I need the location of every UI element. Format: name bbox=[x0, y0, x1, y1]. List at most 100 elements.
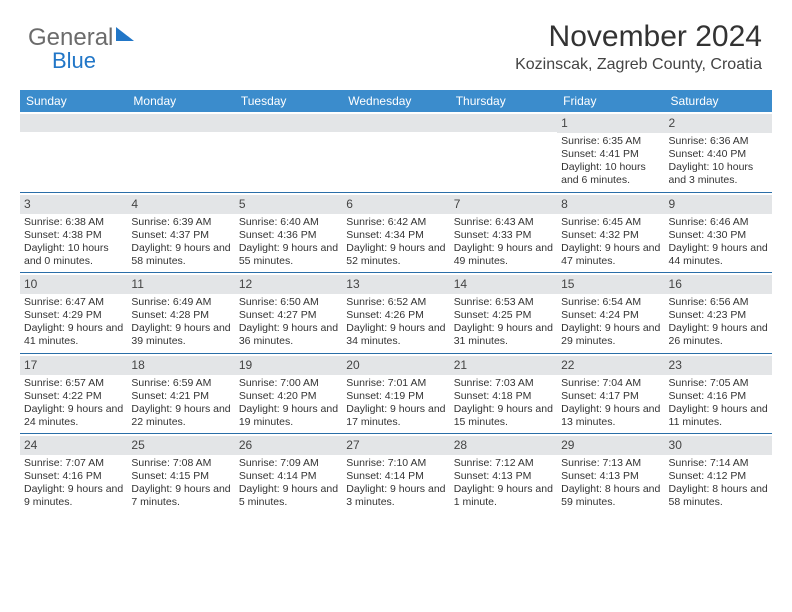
day-cell: 6Sunrise: 6:42 AMSunset: 4:34 PMDaylight… bbox=[342, 193, 449, 273]
day-number: 7 bbox=[450, 195, 557, 214]
daylight: Daylight: 9 hours and 11 minutes. bbox=[669, 403, 768, 429]
day-number: 8 bbox=[557, 195, 664, 214]
day-number: 5 bbox=[235, 195, 342, 214]
day-cell: 17 Sunrise: 6:57 AMSunset: 4:22 PMDayligh… bbox=[20, 354, 127, 434]
daylight: Daylight: 9 hours and 5 minutes. bbox=[239, 483, 338, 509]
day-cell: 21Sunrise: 7:03 AMSunset: 4:18 PMDayligh… bbox=[450, 354, 557, 434]
daylight: Daylight: 9 hours and 17 minutes. bbox=[346, 403, 445, 429]
title-block: November 2024 Kozinscak, Zagreb County, … bbox=[515, 20, 762, 74]
day-cell bbox=[20, 112, 127, 192]
sunrise: Sunrise: 6:38 AM bbox=[24, 216, 123, 229]
week-row: 3Sunrise: 6:38 AMSunset: 4:38 PMDaylight… bbox=[20, 192, 772, 273]
day-number: 19 bbox=[235, 356, 342, 375]
daylight: Daylight: 10 hours and 3 minutes. bbox=[669, 161, 768, 187]
day-body: Sunrise: 7:05 AMSunset: 4:16 PMDaylight:… bbox=[669, 377, 768, 430]
sunrise: Sunrise: 6:40 AM bbox=[239, 216, 338, 229]
daylight: Daylight: 9 hours and 7 minutes. bbox=[131, 483, 230, 509]
daylight: Daylight: 9 hours and 9 minutes. bbox=[24, 483, 123, 509]
sunrise: Sunrise: 7:01 AM bbox=[346, 377, 445, 390]
day-body: Sunrise: 6:50 AMSunset: 4:27 PMDaylight:… bbox=[239, 296, 338, 349]
day-number: 20 bbox=[342, 356, 449, 375]
daylight: Daylight: 9 hours and 24 minutes. bbox=[24, 403, 123, 429]
daylight: Daylight: 9 hours and 34 minutes. bbox=[346, 322, 445, 348]
sunset: Sunset: 4:19 PM bbox=[346, 390, 445, 403]
sunset: Sunset: 4:36 PM bbox=[239, 229, 338, 242]
day-cell: 19 Sunrise: 7:00 AMSunset: 4:20 PMDayligh… bbox=[235, 354, 342, 434]
day-of-week-header: SundayMondayTuesdayWednesdayThursdayFrid… bbox=[20, 90, 772, 112]
week-row: 1Sunrise: 6:35 AMSunset: 4:41 PMDaylight… bbox=[20, 112, 772, 192]
day-body: Sunrise: 6:57 AMSunset: 4:22 PMDaylight:… bbox=[24, 377, 123, 430]
day-number: 12 bbox=[235, 275, 342, 294]
day-cell: 20 Sunrise: 7:01 AMSunset: 4:19 PMDayligh… bbox=[342, 354, 449, 434]
day-number: 11 bbox=[127, 275, 234, 294]
day-body: Sunrise: 6:43 AMSunset: 4:33 PMDaylight:… bbox=[454, 216, 553, 269]
sunset: Sunset: 4:21 PM bbox=[131, 390, 230, 403]
week-row: 17 Sunrise: 6:57 AMSunset: 4:22 PMDayligh… bbox=[20, 353, 772, 434]
day-body: Sunrise: 7:07 AMSunset: 4:16 PMDaylight:… bbox=[24, 457, 123, 510]
daylight: Daylight: 9 hours and 31 minutes. bbox=[454, 322, 553, 348]
day-number bbox=[235, 114, 342, 132]
sunrise: Sunrise: 6:36 AM bbox=[669, 135, 768, 148]
day-number: 18 bbox=[127, 356, 234, 375]
day-body: Sunrise: 6:53 AMSunset: 4:25 PMDaylight:… bbox=[454, 296, 553, 349]
daylight: Daylight: 9 hours and 44 minutes. bbox=[669, 242, 768, 268]
day-body: Sunrise: 7:00 AMSunset: 4:20 PMDaylight:… bbox=[239, 377, 338, 430]
logo-text-2: Blue bbox=[52, 48, 96, 74]
dow-tuesday: Tuesday bbox=[235, 90, 342, 112]
day-body: Sunrise: 6:45 AMSunset: 4:32 PMDaylight:… bbox=[561, 216, 660, 269]
day-body: Sunrise: 6:56 AMSunset: 4:23 PMDaylight:… bbox=[669, 296, 768, 349]
sunrise: Sunrise: 6:47 AM bbox=[24, 296, 123, 309]
day-cell: 30Sunrise: 7:14 AMSunset: 4:12 PMDayligh… bbox=[665, 434, 772, 514]
sunrise: Sunrise: 6:59 AM bbox=[131, 377, 230, 390]
sunset: Sunset: 4:26 PM bbox=[346, 309, 445, 322]
day-cell bbox=[235, 112, 342, 192]
sunrise: Sunrise: 6:46 AM bbox=[669, 216, 768, 229]
sunset: Sunset: 4:37 PM bbox=[131, 229, 230, 242]
day-body: Sunrise: 6:38 AMSunset: 4:38 PMDaylight:… bbox=[24, 216, 123, 269]
logo-triangle-icon bbox=[116, 27, 134, 41]
week-row: 10Sunrise: 6:47 AMSunset: 4:29 PMDayligh… bbox=[20, 272, 772, 353]
sunset: Sunset: 4:22 PM bbox=[24, 390, 123, 403]
sunset: Sunset: 4:33 PM bbox=[454, 229, 553, 242]
day-number: 21 bbox=[450, 356, 557, 375]
dow-friday: Friday bbox=[557, 90, 664, 112]
day-cell: 13Sunrise: 6:52 AMSunset: 4:26 PMDayligh… bbox=[342, 273, 449, 353]
sunrise: Sunrise: 7:12 AM bbox=[454, 457, 553, 470]
sunset: Sunset: 4:38 PM bbox=[24, 229, 123, 242]
day-body: Sunrise: 7:04 AMSunset: 4:17 PMDaylight:… bbox=[561, 377, 660, 430]
day-cell: 29Sunrise: 7:13 AMSunset: 4:13 PMDayligh… bbox=[557, 434, 664, 514]
day-body: Sunrise: 7:10 AMSunset: 4:14 PMDaylight:… bbox=[346, 457, 445, 510]
day-cell: 3Sunrise: 6:38 AMSunset: 4:38 PMDaylight… bbox=[20, 193, 127, 273]
location: Kozinscak, Zagreb County, Croatia bbox=[515, 56, 762, 74]
sunrise: Sunrise: 7:14 AM bbox=[669, 457, 768, 470]
daylight: Daylight: 9 hours and 58 minutes. bbox=[131, 242, 230, 268]
daylight: Daylight: 8 hours and 59 minutes. bbox=[561, 483, 660, 509]
day-cell bbox=[342, 112, 449, 192]
day-number bbox=[127, 114, 234, 132]
daylight: Daylight: 9 hours and 41 minutes. bbox=[24, 322, 123, 348]
sunset: Sunset: 4:16 PM bbox=[669, 390, 768, 403]
day-number: 1 bbox=[557, 114, 664, 133]
day-number: 30 bbox=[665, 436, 772, 455]
day-cell: 25Sunrise: 7:08 AMSunset: 4:15 PMDayligh… bbox=[127, 434, 234, 514]
day-number: 17 bbox=[20, 356, 127, 375]
day-body: Sunrise: 7:12 AMSunset: 4:13 PMDaylight:… bbox=[454, 457, 553, 510]
day-cell: 7 Sunrise: 6:43 AMSunset: 4:33 PMDaylight… bbox=[450, 193, 557, 273]
day-body: Sunrise: 6:59 AMSunset: 4:21 PMDaylight:… bbox=[131, 377, 230, 430]
sunset: Sunset: 4:13 PM bbox=[454, 470, 553, 483]
daylight: Daylight: 9 hours and 1 minute. bbox=[454, 483, 553, 509]
day-number bbox=[342, 114, 449, 132]
day-number: 9 bbox=[665, 195, 772, 214]
day-cell: 16Sunrise: 6:56 AMSunset: 4:23 PMDayligh… bbox=[665, 273, 772, 353]
sunset: Sunset: 4:17 PM bbox=[561, 390, 660, 403]
day-body: Sunrise: 7:01 AMSunset: 4:19 PMDaylight:… bbox=[346, 377, 445, 430]
day-number: 2 bbox=[665, 114, 772, 133]
dow-saturday: Saturday bbox=[665, 90, 772, 112]
day-cell: 5Sunrise: 6:40 AMSunset: 4:36 PMDaylight… bbox=[235, 193, 342, 273]
day-cell: 1Sunrise: 6:35 AMSunset: 4:41 PMDaylight… bbox=[557, 112, 664, 192]
daylight: Daylight: 9 hours and 29 minutes. bbox=[561, 322, 660, 348]
dow-sunday: Sunday bbox=[20, 90, 127, 112]
calendar: SundayMondayTuesdayWednesdayThursdayFrid… bbox=[20, 90, 772, 514]
daylight: Daylight: 9 hours and 13 minutes. bbox=[561, 403, 660, 429]
sunset: Sunset: 4:41 PM bbox=[561, 148, 660, 161]
